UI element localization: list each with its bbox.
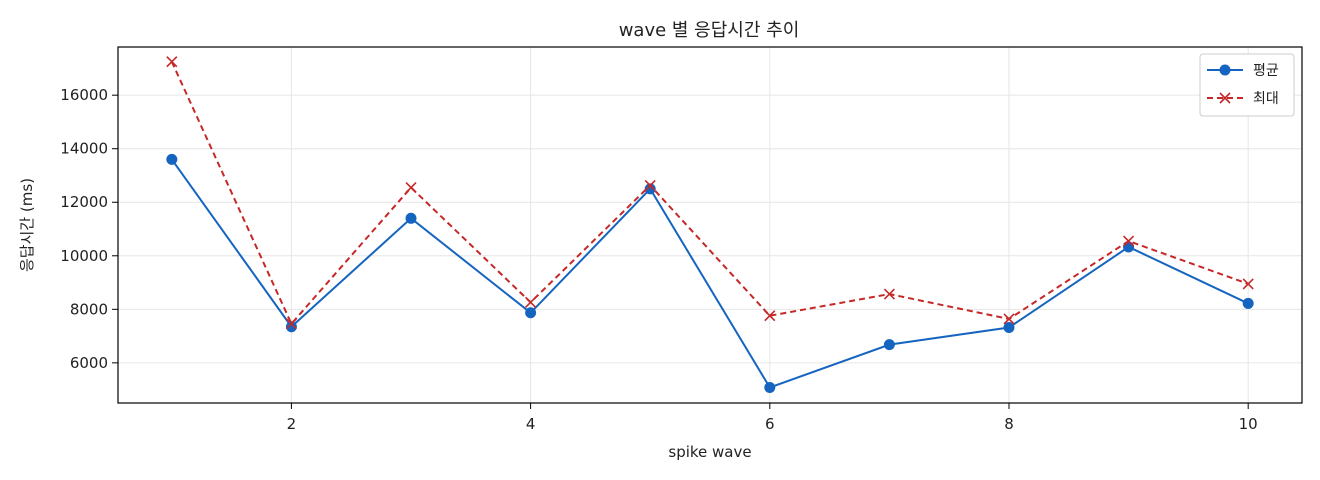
y-tick-label: 6000 <box>70 354 108 372</box>
data-point <box>166 153 178 165</box>
legend-marker <box>1219 92 1231 104</box>
series-1 <box>166 56 1254 330</box>
legend-marker <box>1219 64 1231 76</box>
data-point <box>644 183 656 195</box>
series-layer <box>166 56 1254 393</box>
x-tick-label: 10 <box>1239 415 1258 433</box>
x-axis-label: spike wave <box>668 443 751 461</box>
data-point <box>285 321 297 333</box>
chart-title: wave 별 응답시간 추이 <box>619 20 800 41</box>
y-tick-label: 12000 <box>60 193 108 211</box>
x-tick-label: 8 <box>1004 415 1014 433</box>
series-line <box>171 158 1249 389</box>
data-point <box>525 296 537 308</box>
data-point <box>764 310 776 322</box>
y-tick-label: 16000 <box>60 86 108 104</box>
plot-frame <box>117 46 1303 404</box>
grid <box>118 47 1302 403</box>
series-0 <box>166 153 1254 393</box>
x-tick-label: 6 <box>765 415 775 433</box>
y-axis-ticks: 6000 8000 10000 12000 14000 16000 <box>60 86 118 372</box>
data-point <box>405 212 417 224</box>
data-point <box>644 179 656 191</box>
data-point <box>166 56 178 68</box>
y-tick-label: 8000 <box>70 300 108 318</box>
data-point <box>1123 235 1135 247</box>
data-point <box>525 307 537 319</box>
data-point <box>285 318 297 330</box>
series-line <box>170 61 1249 326</box>
x-tick-label: 2 <box>287 415 297 433</box>
y-axis-label: 응답시간 (ms) <box>18 178 36 272</box>
data-point <box>883 339 895 351</box>
data-point <box>1242 278 1254 290</box>
x-tick-label: 4 <box>526 415 536 433</box>
data-point <box>1003 322 1015 334</box>
legend-label: 평균 <box>1253 63 1279 79</box>
data-point <box>1242 297 1254 309</box>
data-point <box>1003 313 1015 325</box>
legend-box <box>1199 53 1295 117</box>
y-tick-label: 10000 <box>60 247 108 265</box>
x-axis-ticks: 2 4 6 8 10 <box>287 403 1258 433</box>
data-point <box>883 288 895 300</box>
data-point <box>405 181 417 194</box>
legend-label: 최대 <box>1253 91 1279 107</box>
data-point <box>764 381 776 393</box>
y-tick-label: 14000 <box>60 140 108 158</box>
